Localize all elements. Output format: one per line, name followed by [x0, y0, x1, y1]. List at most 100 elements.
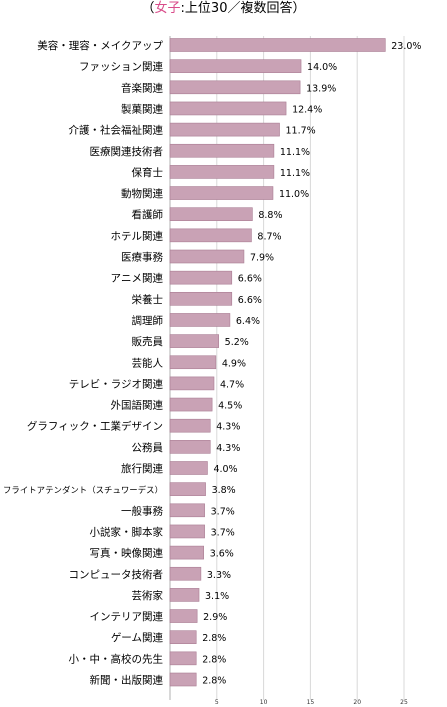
data-label: 7.9% [250, 253, 274, 264]
category-label: 医療事務 [121, 251, 163, 264]
title-rest: :上位30／複数回答） [180, 1, 306, 16]
data-label: 14.0% [307, 62, 337, 73]
data-label: 11.0% [279, 189, 309, 200]
bar [169, 566, 202, 581]
category-label: 医療関連技術者 [90, 145, 164, 158]
x-tick-label: 5 [215, 699, 219, 706]
data-label: 11.1% [280, 147, 310, 158]
data-label: 6.6% [238, 295, 262, 306]
data-label: 3.6% [210, 549, 234, 560]
category-label: フライトアテンダント（スチュワーデス） [3, 485, 163, 495]
bar [169, 165, 275, 179]
category-label: テレビ・ラジオ関連 [69, 377, 164, 390]
data-label: 2.8% [202, 654, 226, 665]
category-label: 動物関連 [121, 187, 163, 200]
bar [169, 143, 275, 158]
bar [169, 651, 197, 666]
category-label: ゲーム関連 [111, 631, 164, 644]
category-label: グラフィック・工業デザイン [27, 420, 163, 433]
category-label: アニメ関連 [111, 272, 164, 285]
bar [169, 503, 205, 518]
data-label: 2.8% [202, 676, 226, 687]
bar [169, 440, 211, 454]
title-highlight: 女子 [154, 1, 181, 16]
category-label: 小説家・脚本家 [90, 525, 164, 538]
bar [169, 122, 280, 137]
data-label: 3.7% [211, 506, 235, 517]
data-label: 3.7% [211, 527, 235, 538]
x-tick-label: 15 [307, 699, 315, 706]
data-label: 11.7% [286, 126, 316, 137]
bar [169, 59, 302, 73]
bar [169, 376, 215, 391]
bar [169, 545, 204, 560]
data-label: 4.9% [222, 358, 246, 369]
data-label: 8.8% [258, 210, 282, 221]
x-tick-labels: 5 10 15 20 25 [215, 699, 408, 706]
x-tick-label: 20 [353, 699, 361, 706]
bar [169, 270, 233, 285]
chart-title: （女子:上位30／複数回答） [0, 0, 447, 18]
category-label: 芸術家 [132, 589, 164, 602]
data-label: 4.3% [216, 422, 240, 433]
category-label: 公務員 [132, 441, 164, 454]
data-label: 2.9% [203, 612, 227, 623]
title-open: （ [141, 1, 155, 16]
category-label: 芸能人 [132, 356, 164, 369]
category-label: ホテル関連 [111, 229, 164, 242]
bar [169, 355, 217, 370]
category-label: 保育士 [132, 166, 164, 179]
category-label: 調理師 [132, 314, 164, 327]
data-label: 3.1% [205, 591, 229, 602]
data-label: 12.4% [292, 104, 322, 115]
data-label: 4.5% [218, 401, 242, 412]
bar [169, 672, 197, 687]
data-label: 13.9% [306, 83, 336, 94]
category-label: 旅行関連 [121, 462, 163, 475]
data-label: 3.8% [212, 485, 236, 496]
category-label: 一般事務 [121, 504, 163, 517]
data-label: 23.0% [391, 41, 421, 52]
category-label: 写真・映像関連 [90, 547, 164, 560]
bar [169, 291, 233, 306]
category-label: 看護師 [132, 208, 164, 221]
data-label: 5.2% [225, 337, 249, 348]
category-label: 製菓関連 [121, 102, 163, 115]
bar [169, 334, 219, 348]
category-label: コンピュータ技術者 [69, 568, 164, 581]
category-label: 販売員 [132, 335, 164, 348]
bar [169, 588, 200, 602]
data-label: 11.1% [280, 168, 310, 179]
bar [169, 38, 386, 52]
bar [169, 186, 274, 200]
category-label: 音楽関連 [121, 81, 163, 94]
bar [169, 249, 245, 264]
data-label: 6.4% [236, 316, 260, 327]
data-label: 4.7% [220, 379, 244, 390]
category-label: 美容・理容・メイクアップ [37, 39, 163, 52]
category-labels: 美容・理容・メイクアップファッション関連音楽関連製菓関連介護・社会福祉関連医療関… [3, 39, 163, 687]
category-label: インテリア関連 [90, 610, 164, 623]
bar [169, 80, 301, 95]
category-label: 介護・社会福祉関連 [69, 124, 164, 137]
data-label: 3.3% [207, 570, 231, 581]
category-label: 小・中・高校の先生 [69, 652, 164, 665]
bars-group [169, 38, 386, 687]
value-labels: 23.0% 14.0% 13.9% 12.4% 11.7% 11.1% 11.1% 11.0%… [202, 41, 421, 687]
bar [169, 228, 252, 243]
data-label: 2.8% [202, 633, 226, 644]
bar [169, 482, 206, 496]
bar [169, 207, 253, 221]
bar [169, 609, 198, 623]
bar [169, 630, 197, 645]
x-tick-label: 10 [260, 699, 268, 706]
category-label: 栄養士 [132, 293, 164, 306]
x-tick-label: 25 [400, 699, 408, 706]
category-label: ファッション関連 [79, 60, 163, 73]
bar [169, 418, 211, 433]
bar [169, 101, 287, 116]
category-label: 新聞・出版関連 [90, 674, 164, 687]
data-label: 6.6% [238, 274, 262, 285]
bar [169, 397, 213, 412]
